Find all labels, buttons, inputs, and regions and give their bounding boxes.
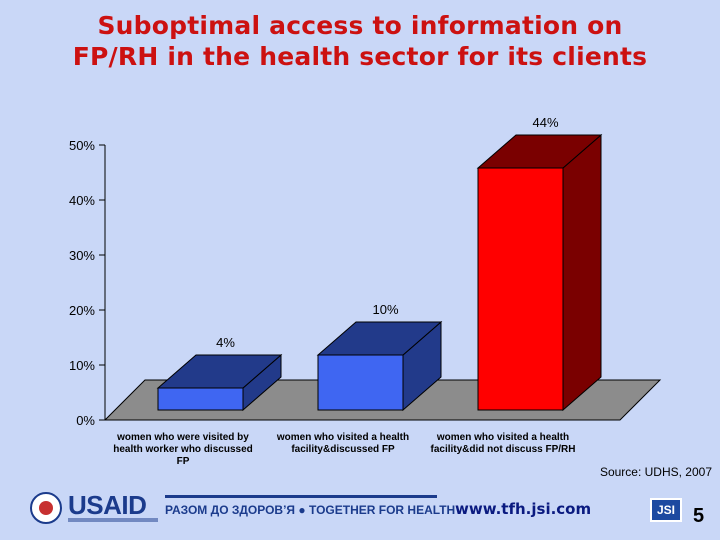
- bar-value-label: 4%: [216, 335, 235, 350]
- usaid-logo-tagline: [68, 518, 158, 522]
- partner-logo: РАЗОМ ДО ЗДОРОВ’Я ● TOGETHER FOR HEALTH: [165, 503, 456, 517]
- x-category-label-line: women who visited a health: [276, 432, 410, 443]
- slide-title-line-1: Suboptimal access to information on: [97, 11, 623, 40]
- x-category-label: women who visited a health facility&discu…: [263, 432, 423, 456]
- x-category-label-line: women who visited a health: [436, 432, 570, 443]
- website-url: www.tfh.jsi.com: [455, 500, 592, 518]
- y-tick-label: 10%: [69, 358, 95, 373]
- slide-title: Suboptimal access to information on FP/R…: [0, 10, 720, 72]
- usaid-logo: USAID: [68, 490, 147, 520]
- source-note: Source: UDHS, 2007: [599, 465, 712, 479]
- y-tick-label: 20%: [69, 303, 95, 318]
- bar: [317, 354, 404, 411]
- bar-side: [562, 133, 602, 412]
- bar: [157, 387, 244, 411]
- x-category-label-line: health worker who discussed: [113, 444, 253, 455]
- x-category-label-line: women who were visited by: [117, 432, 249, 443]
- x-category-label-line: facility&discussed FP: [291, 444, 395, 455]
- x-category-label-line: FP: [176, 456, 190, 467]
- partner-logo-rule: [165, 495, 437, 498]
- bar-value-label: 10%: [372, 302, 398, 317]
- y-tick-label: 50%: [69, 138, 95, 153]
- usaid-seal-logo: [30, 492, 62, 524]
- page-number: 5: [693, 505, 705, 527]
- x-category-label-line: facility&did not discuss FP/RH: [430, 444, 576, 455]
- slide-title-line-2: FP/RH in the health sector for its clien…: [72, 42, 648, 71]
- y-tick-label: 0%: [76, 413, 95, 428]
- jsi-logo: JSI: [650, 498, 682, 522]
- x-category-label: women who visited a health facility&did n…: [423, 432, 583, 456]
- bar: [477, 167, 564, 411]
- y-tick-label: 40%: [69, 193, 95, 208]
- x-category-label: women who were visited by health worker w…: [103, 432, 263, 468]
- y-tick-label: 30%: [69, 248, 95, 263]
- bar-value-label: 44%: [532, 115, 558, 130]
